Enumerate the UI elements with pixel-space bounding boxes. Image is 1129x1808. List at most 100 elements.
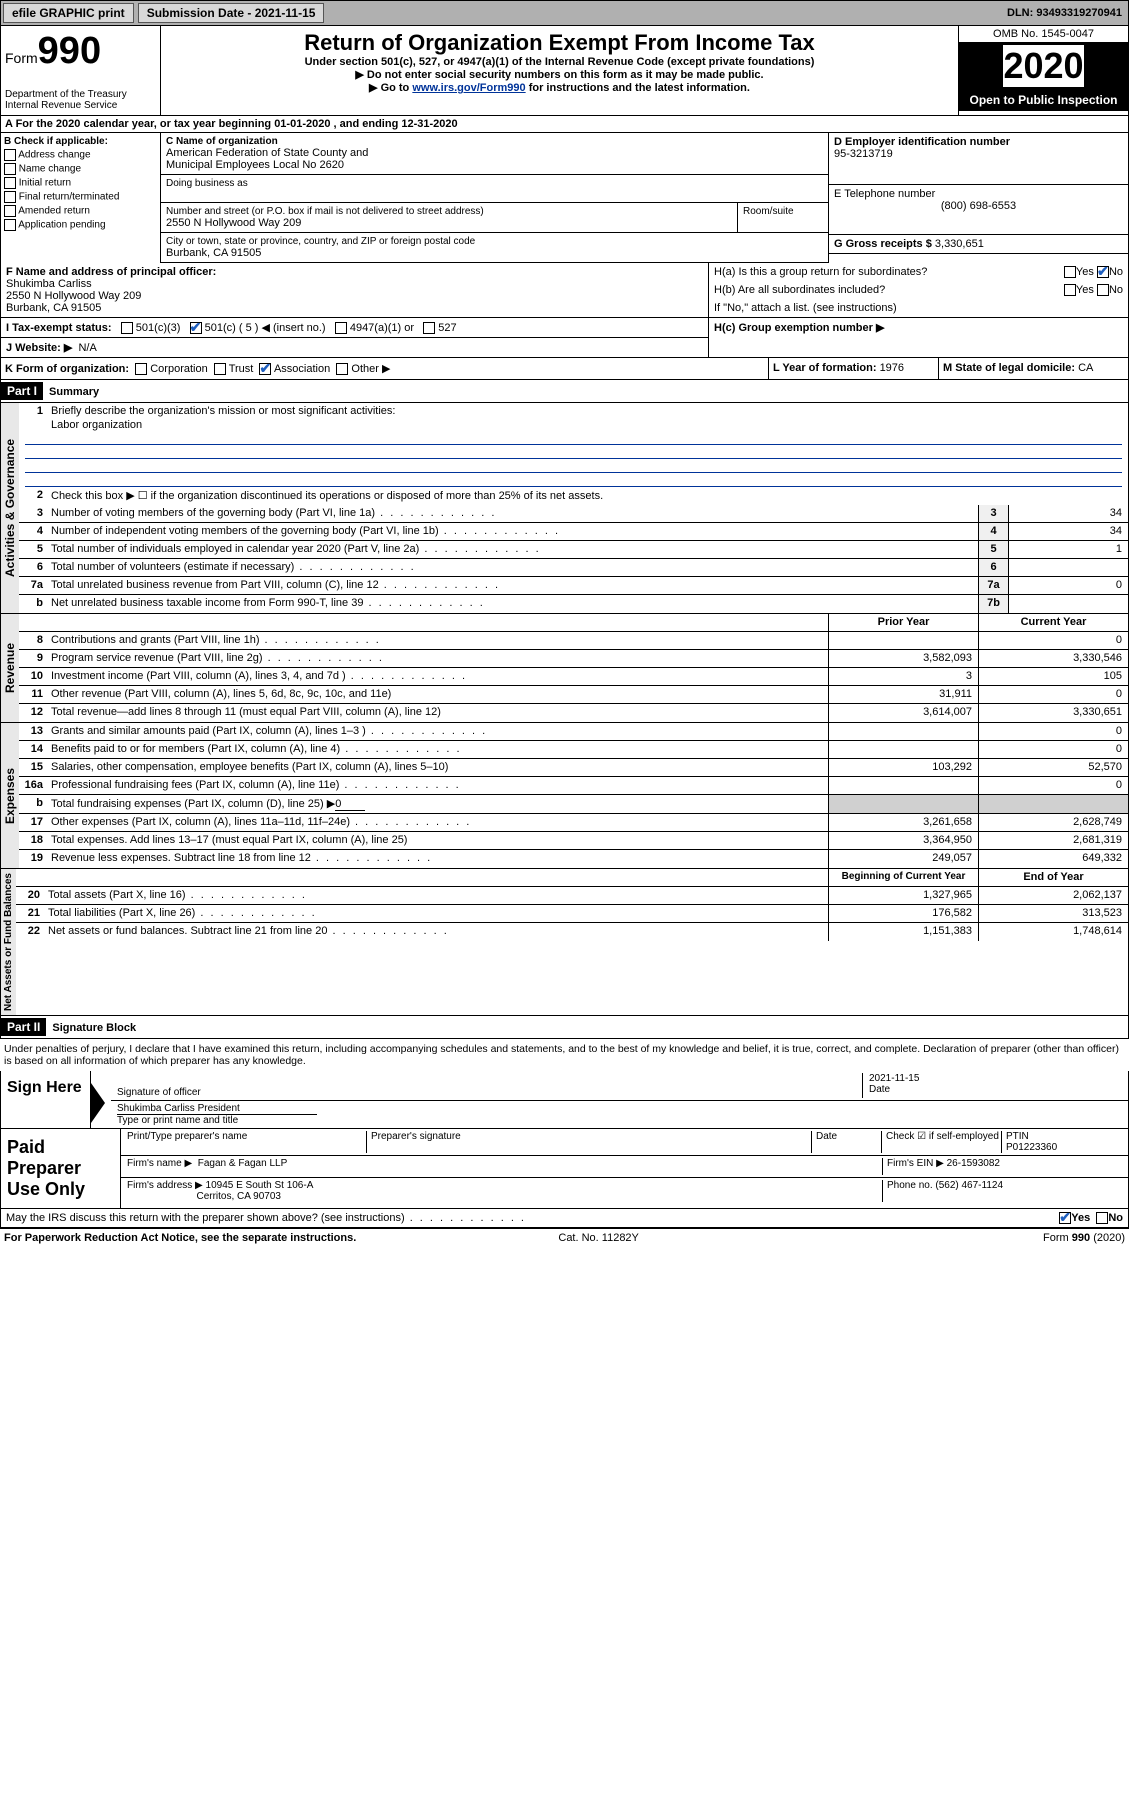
room-suite-label: Room/suite <box>738 203 828 232</box>
form-label: Form <box>5 50 38 66</box>
line-8-prior <box>828 632 978 649</box>
line-9-text: Program service revenue (Part VIII, line… <box>47 650 828 667</box>
arrow-icon <box>91 1083 105 1123</box>
line-18-curr: 2,681,319 <box>978 832 1128 849</box>
cb-ha-yes[interactable] <box>1064 266 1076 278</box>
footer-left: For Paperwork Reduction Act Notice, see … <box>4 1232 356 1244</box>
g-gross-label: G Gross receipts $ <box>834 238 935 250</box>
firm-addr1: 10945 E South St 106-A <box>206 1180 314 1191</box>
open-inspection: Open to Public Inspection <box>959 89 1128 111</box>
cb-501c[interactable] <box>190 322 202 334</box>
note-ssn: ▶ Do not enter social security numbers o… <box>167 68 952 81</box>
line-12-prior: 3,614,007 <box>828 704 978 722</box>
cb-assoc[interactable] <box>259 363 271 375</box>
c-name-label: C Name of organization <box>166 136 823 147</box>
hb-row: H(b) Are all subordinates included? Yes … <box>709 281 1128 299</box>
line-20-begin: 1,327,965 <box>828 887 978 904</box>
cb-final-return[interactable]: Final return/terminated <box>4 191 157 203</box>
irs-link[interactable]: www.irs.gov/Form990 <box>412 82 525 94</box>
line-17-curr: 2,628,749 <box>978 814 1128 831</box>
m-state-label: M State of legal domicile: <box>943 362 1078 374</box>
type-name-label: Type or print name and title <box>117 1115 238 1126</box>
label-expenses: Expenses <box>1 723 19 868</box>
cb-other[interactable] <box>336 363 348 375</box>
gross-receipts: 3,330,651 <box>935 238 984 250</box>
firm-ein-label: Firm's EIN ▶ <box>887 1158 944 1169</box>
line-15-text: Salaries, other compensation, employee b… <box>47 759 828 776</box>
line-7b-text: Net unrelated business taxable income fr… <box>47 595 978 613</box>
firm-addr-label: Firm's address ▶ <box>127 1180 203 1191</box>
submission-date-button[interactable]: Submission Date - 2021-11-15 <box>138 3 325 23</box>
firm-name-label: Firm's name ▶ <box>127 1158 192 1169</box>
line-20-end: 2,062,137 <box>978 887 1128 904</box>
line-22-begin: 1,151,383 <box>828 923 978 941</box>
cb-discuss-no[interactable] <box>1096 1212 1108 1224</box>
f-officer-label: F Name and address of principal officer: <box>6 266 216 278</box>
prior-year-hdr: Prior Year <box>828 614 978 631</box>
line-9-curr: 3,330,546 <box>978 650 1128 667</box>
efile-print-button[interactable]: efile GRAPHIC print <box>3 3 134 23</box>
prep-phone-label: Phone no. <box>887 1180 935 1191</box>
line-12-text: Total revenue—add lines 8 through 11 (mu… <box>47 704 828 722</box>
cb-4947[interactable] <box>335 322 347 334</box>
paid-preparer-block: Paid Preparer Use Only Print/Type prepar… <box>0 1129 1129 1209</box>
cb-address-change[interactable]: Address change <box>4 149 157 161</box>
line-2-text: Check this box ▶ ☐ if the organization d… <box>47 487 1128 505</box>
cb-initial-return[interactable]: Initial return <box>4 177 157 189</box>
sections-bcdefg: B Check if applicable: Address change Na… <box>0 133 1129 263</box>
line-3-text: Number of voting members of the governin… <box>47 505 978 522</box>
line-16b-prior <box>828 795 978 813</box>
prep-date-hdr: Date <box>812 1131 882 1153</box>
org-name-1: American Federation of State County and <box>166 147 823 159</box>
tax-year: 2020 <box>959 43 1128 89</box>
line-22-end: 1,748,614 <box>978 923 1128 941</box>
line-11-prior: 31,911 <box>828 686 978 703</box>
begin-year-hdr: Beginning of Current Year <box>828 869 978 886</box>
expenses-section: Expenses 13Grants and similar amounts pa… <box>0 723 1129 869</box>
firm-addr2: Cerritos, CA 90703 <box>196 1191 281 1202</box>
line-10-text: Investment income (Part VIII, column (A)… <box>47 668 828 685</box>
org-name-2: Municipal Employees Local No 2620 <box>166 159 823 171</box>
note-goto-post: for instructions and the latest informat… <box>526 82 750 94</box>
dept-irs: Internal Revenue Service <box>5 100 156 111</box>
line-17-text: Other expenses (Part IX, column (A), lin… <box>47 814 828 831</box>
line-8-text: Contributions and grants (Part VIII, lin… <box>47 632 828 649</box>
cb-527[interactable] <box>423 322 435 334</box>
cb-amended[interactable]: Amended return <box>4 205 157 217</box>
cb-name-change[interactable]: Name change <box>4 163 157 175</box>
footer: For Paperwork Reduction Act Notice, see … <box>0 1228 1129 1247</box>
form-number: 990 <box>38 30 101 72</box>
ptin-value: P01223360 <box>1006 1142 1057 1153</box>
line-14-prior <box>828 741 978 758</box>
cb-corp[interactable] <box>135 363 147 375</box>
cb-hb-no[interactable] <box>1097 284 1109 296</box>
officer-addr2: Burbank, CA 91505 <box>6 302 101 314</box>
line-3-val: 34 <box>1008 505 1128 522</box>
line-22-text: Net assets or fund balances. Subtract li… <box>44 923 828 941</box>
line-19-curr: 649,332 <box>978 850 1128 868</box>
line-5-text: Total number of individuals employed in … <box>47 541 978 558</box>
perjury-text: Under penalties of perjury, I declare th… <box>0 1039 1129 1071</box>
ha-row: H(a) Is this a group return for subordin… <box>709 263 1128 281</box>
line-11-text: Other revenue (Part VIII, column (A), li… <box>47 686 828 703</box>
label-netassets: Net Assets or Fund Balances <box>1 869 16 1015</box>
cb-application-pending[interactable]: Application pending <box>4 219 157 231</box>
firm-ein: 26-1593082 <box>947 1158 1000 1169</box>
cb-discuss-yes[interactable] <box>1059 1212 1071 1224</box>
line-21-end: 313,523 <box>978 905 1128 922</box>
line-21-text: Total liabilities (Part X, line 26) <box>44 905 828 922</box>
form-subtitle: Under section 501(c), 527, or 4947(a)(1)… <box>167 56 952 68</box>
prep-name-hdr: Print/Type preparer's name <box>127 1131 367 1153</box>
top-bar: efile GRAPHIC print Submission Date - 20… <box>0 0 1129 26</box>
cb-501c3[interactable] <box>121 322 133 334</box>
cb-trust[interactable] <box>214 363 226 375</box>
cb-hb-yes[interactable] <box>1064 284 1076 296</box>
line-6-text: Total number of volunteers (estimate if … <box>47 559 978 576</box>
i-tax-exempt-label: I Tax-exempt status: <box>6 322 112 334</box>
discuss-row: May the IRS discuss this return with the… <box>0 1209 1129 1228</box>
hb-note: If "No," attach a list. (see instruction… <box>709 299 1128 318</box>
m-state-val: CA <box>1078 362 1093 374</box>
cb-ha-no[interactable] <box>1097 266 1109 278</box>
line-16a-prior <box>828 777 978 794</box>
line-8-curr: 0 <box>978 632 1128 649</box>
